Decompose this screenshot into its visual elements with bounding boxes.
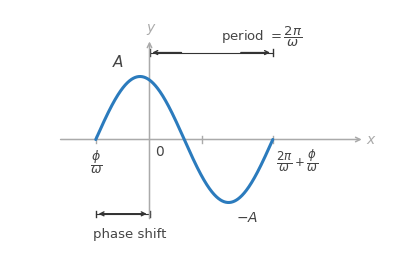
Text: $\dfrac{\phi}{\omega}$: $\dfrac{\phi}{\omega}$ xyxy=(89,148,102,176)
Text: $y$: $y$ xyxy=(146,22,157,37)
Text: $-A$: $-A$ xyxy=(236,211,258,225)
Text: $0$: $0$ xyxy=(154,145,164,159)
Text: $\dfrac{2\pi}{\omega}+\dfrac{\phi}{\omega}$: $\dfrac{2\pi}{\omega}+\dfrac{\phi}{\omeg… xyxy=(276,148,318,174)
Text: $x$: $x$ xyxy=(366,133,377,147)
Text: $A$: $A$ xyxy=(112,54,124,70)
Text: phase shift: phase shift xyxy=(93,228,166,241)
Text: period $= \dfrac{2\pi}{\omega}$: period $= \dfrac{2\pi}{\omega}$ xyxy=(221,25,302,49)
